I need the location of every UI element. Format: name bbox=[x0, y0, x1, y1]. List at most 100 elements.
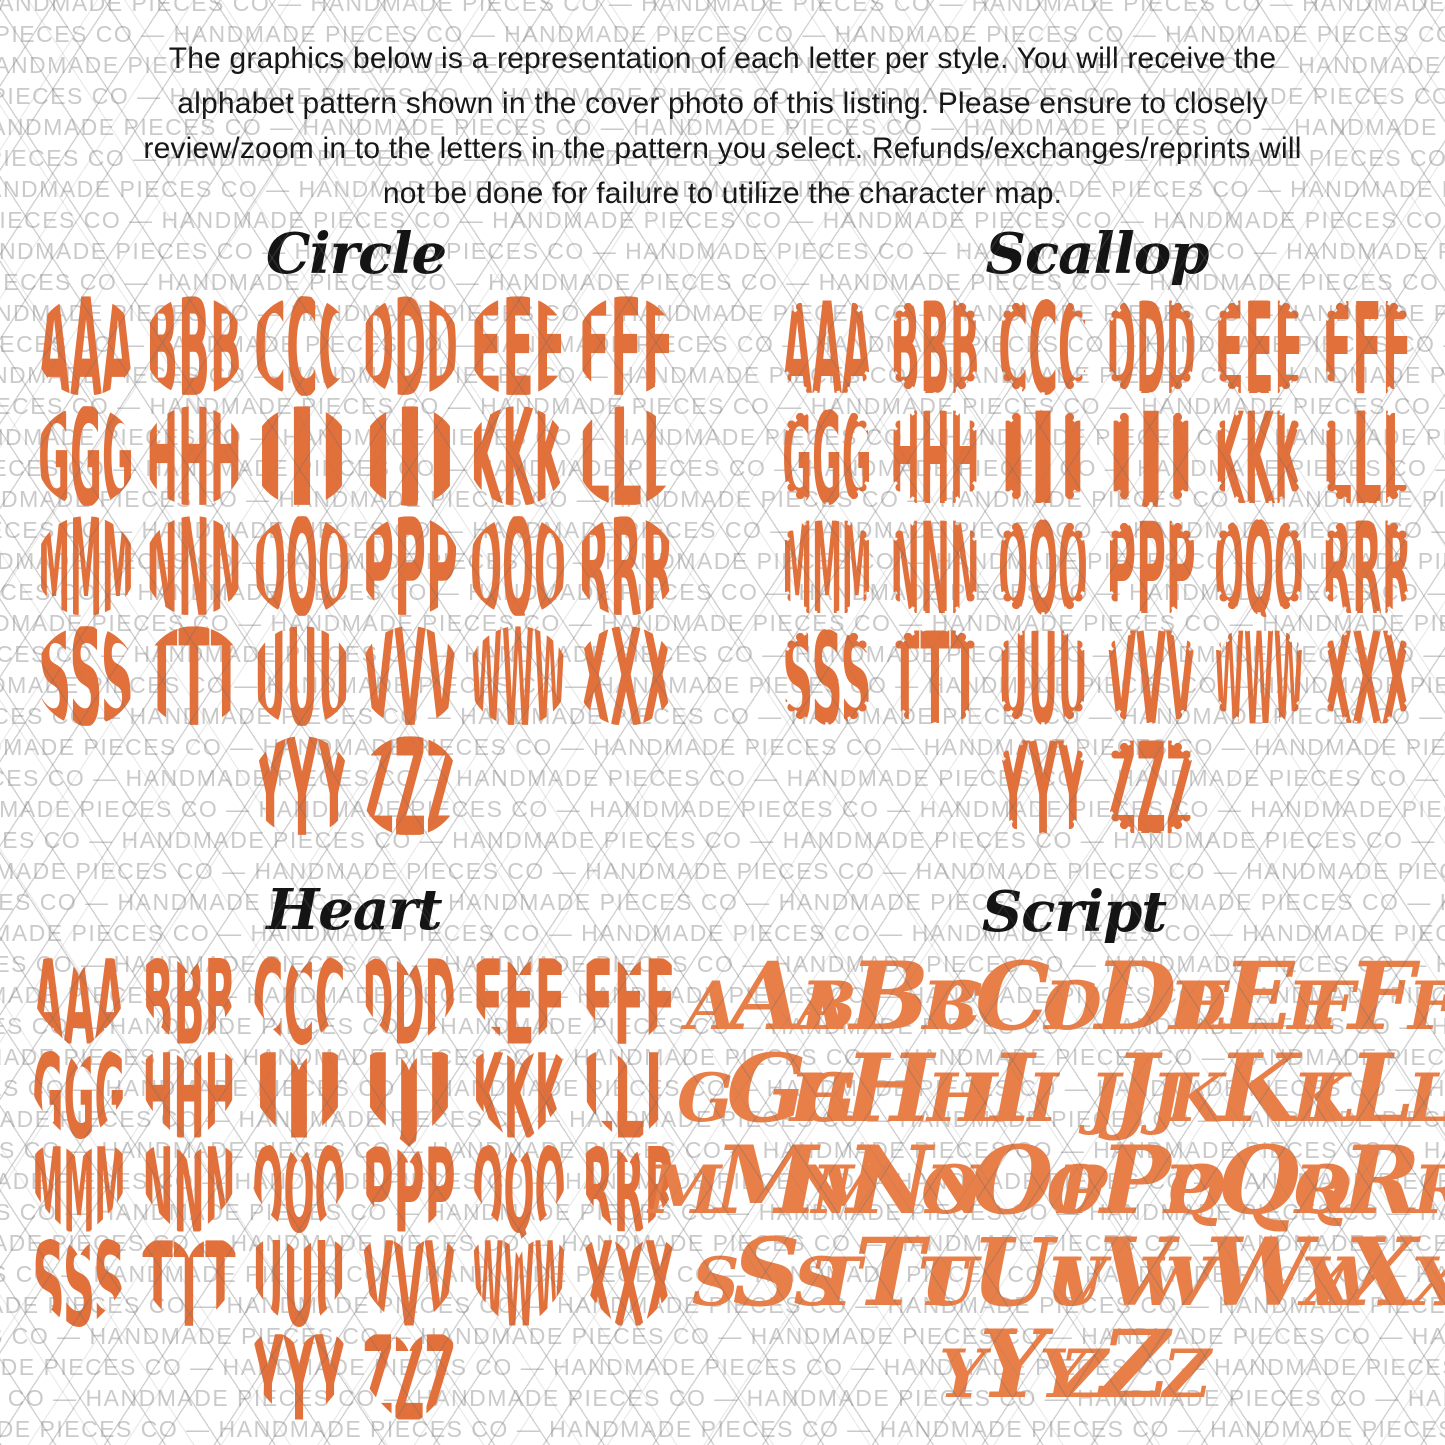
svg-text:BBB: BBB bbox=[146, 294, 242, 398]
monogram-grid-script: AAABBBCCCDDDEEEFFFGGGHHHIIIJJJKKKLLLMMMN… bbox=[648, 942, 1445, 1420]
monogram-circle-glyph: JJJ bbox=[360, 406, 458, 506]
script-letter: C bbox=[929, 967, 983, 1045]
tile-circle-W: WWW bbox=[466, 624, 570, 728]
svg-text:CCC: CCC bbox=[998, 294, 1087, 398]
watermark-row: HANDMADE PIECES CO — HANDMADE PIECES CO … bbox=[0, 1385, 1445, 1411]
tile-scallop-N: NNN bbox=[883, 514, 987, 618]
monogram-scallop-glyph: PPP bbox=[1106, 514, 1195, 618]
script-letter: K bbox=[1292, 1059, 1350, 1137]
script-letter: N bbox=[925, 1151, 986, 1229]
script-letter: B bbox=[800, 967, 857, 1045]
script-letter: L bbox=[1309, 1059, 1356, 1137]
tile-circle-V: VVV bbox=[358, 624, 462, 728]
svg-text:DDD: DDD bbox=[1106, 294, 1195, 398]
watermark-row: HANDMADE PIECES CO — HANDMADE PIECES CO … bbox=[0, 951, 1445, 977]
monogram-circle-glyph: DDD bbox=[362, 296, 458, 396]
monogram-scallop-glyph: MMM bbox=[782, 515, 871, 617]
script-letter: Z bbox=[1101, 1310, 1170, 1420]
script-letter: S bbox=[691, 1243, 740, 1321]
svg-text:GGG: GGG bbox=[38, 404, 134, 508]
script-letter: Q bbox=[1167, 1151, 1225, 1229]
monogram-heart-glyph: OOO bbox=[252, 1138, 345, 1244]
svg-text:QQQ: QQQ bbox=[1214, 514, 1303, 618]
monogram-heart-glyph: AAA bbox=[32, 950, 125, 1056]
tile-circle-X: XXX bbox=[574, 624, 678, 728]
tile-heart-Z: ZZZ bbox=[356, 1326, 462, 1429]
watermark-row: HANDMADE PIECES CO — HANDMADE PIECES CO … bbox=[0, 455, 1445, 481]
svg-text:PPP: PPP bbox=[1106, 514, 1195, 618]
monogram-grid-circle: AAA BBB CCC DDD EEE FFF GGG HHH III JJJ KKK LLL MMM N… bbox=[18, 294, 694, 838]
disclaimer-line: not be done for failure to utilize the c… bbox=[382, 177, 1063, 210]
script-letter: G bbox=[676, 1059, 734, 1137]
tile-scallop-H: HHH bbox=[883, 404, 987, 508]
script-letter: E bbox=[1287, 967, 1338, 1045]
svg-text:OOO: OOO bbox=[252, 1138, 345, 1244]
svg-text:MMM: MMM bbox=[32, 1138, 125, 1244]
svg-text:JJJ: JJJ bbox=[1101, 404, 1195, 508]
monogram-scallop-glyph: ZZZ bbox=[1106, 735, 1195, 837]
tile-scallop-C: CCC bbox=[991, 294, 1095, 398]
script-letter: I bbox=[990, 1034, 1035, 1144]
tile-script-X: XXX bbox=[1301, 1226, 1445, 1321]
script-letter: G bbox=[799, 1059, 857, 1137]
tile-heart-G: GGG bbox=[26, 1044, 132, 1147]
watermark-row: HANDMADE PIECES CO — HANDMADE PIECES CO … bbox=[0, 889, 1445, 915]
monogram-circle-glyph: BBB bbox=[146, 294, 242, 398]
watermark-row: HANDMADE PIECES CO — HANDMADE PIECES CO … bbox=[0, 114, 1445, 140]
watermark-row: HANDMADE PIECES CO — HANDMADE PIECES CO … bbox=[0, 300, 1445, 326]
script-letter: F bbox=[1408, 963, 1445, 1049]
svg-text:ZZZ: ZZZ bbox=[362, 1326, 455, 1432]
script-letter: H bbox=[926, 1059, 990, 1137]
script-letter: M bbox=[648, 1151, 722, 1229]
watermark-row: HANDMADE PIECES CO — HANDMADE PIECES CO … bbox=[0, 176, 1445, 202]
monogram-heart-glyph: BBB bbox=[142, 957, 235, 1053]
monogram-heart-glyph: JJJ bbox=[360, 1051, 455, 1147]
tile-heart-R: RRR bbox=[576, 1138, 682, 1241]
svg-text:CCC: CCC bbox=[254, 294, 350, 398]
watermark-row: HANDMADE PIECES CO — HANDMADE PIECES CO … bbox=[0, 920, 1445, 946]
tile-circle-K: KKK bbox=[466, 404, 570, 508]
svg-text:OOO: OOO bbox=[254, 514, 350, 618]
tile-scallop-Q: QQQ bbox=[1207, 514, 1311, 618]
svg-text:HHH: HHH bbox=[146, 404, 242, 508]
tile-heart-L: LLL bbox=[576, 1044, 682, 1147]
monogram-heart-glyph: XXX bbox=[582, 1239, 675, 1335]
tile-circle-N: NNN bbox=[142, 514, 246, 618]
svg-text:AAA: AAA bbox=[32, 950, 125, 1056]
tile-circle-U: UUU bbox=[250, 624, 354, 728]
tile-circle-R: RRR bbox=[574, 514, 678, 618]
svg-text:SSS: SSS bbox=[782, 624, 871, 728]
svg-text:CCC: CCC bbox=[252, 950, 345, 1056]
script-letter: O bbox=[921, 1151, 979, 1229]
watermark-row: HANDMADE PIECES CO — HANDMADE PIECES CO … bbox=[0, 1230, 1445, 1256]
tile-scallop-O: OOO bbox=[991, 514, 1095, 618]
svg-text:QQQ: QQQ bbox=[470, 514, 566, 618]
script-letter: K bbox=[1167, 1059, 1225, 1137]
svg-text:XXX: XXX bbox=[1322, 624, 1411, 728]
tile-scallop-B: BBB bbox=[883, 294, 987, 398]
monogram-circle-glyph: EEE bbox=[470, 296, 566, 396]
svg-text:QQQ: QQQ bbox=[472, 1138, 565, 1244]
svg-text:KKK: KKK bbox=[470, 404, 567, 508]
svg-text:DDD: DDD bbox=[362, 950, 455, 1056]
monogram-scallop-glyph: EEE bbox=[1214, 295, 1303, 397]
svg-text:YYY: YYY bbox=[254, 734, 351, 838]
monogram-heart-glyph: PPP bbox=[362, 1145, 455, 1241]
monogram-circle-glyph: YYY bbox=[254, 734, 351, 838]
svg-text:YYY: YYY bbox=[252, 1326, 347, 1432]
watermark-row: HANDMADE PIECES CO — HANDMADE PIECES CO … bbox=[0, 393, 1445, 419]
monogram-circle-glyph: AAA bbox=[38, 296, 134, 396]
svg-text:NNN: NNN bbox=[146, 514, 242, 618]
script-letter: V bbox=[1054, 1243, 1107, 1321]
tile-circle-A: AAA bbox=[34, 294, 138, 398]
script-letter: C bbox=[975, 942, 1050, 1052]
tile-scallop-S: SSS bbox=[775, 624, 879, 728]
script-letter: D bbox=[1169, 967, 1227, 1045]
